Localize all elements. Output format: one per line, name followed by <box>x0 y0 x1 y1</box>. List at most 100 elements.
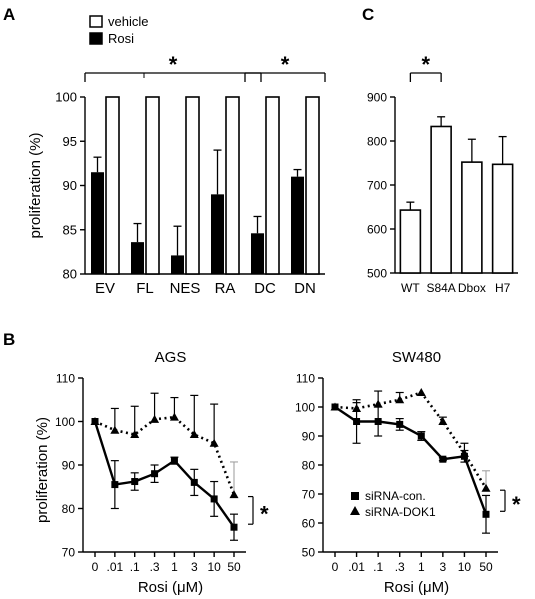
b-sw480-marker-dok1 <box>373 399 383 408</box>
b-ags-series-line <box>94 415 236 496</box>
c-y-tick-label: 900 <box>367 91 387 105</box>
a-bar-vehicle <box>105 96 120 275</box>
c-x-tick-label: H7 <box>495 281 511 295</box>
c-bar <box>430 125 452 274</box>
b-ags-marker-dok1 <box>189 430 199 439</box>
b-ags-marker-dok1 <box>229 490 239 499</box>
b-ags-marker-con <box>111 481 119 489</box>
b-sw480-y-tick-label: 70 <box>302 488 316 502</box>
c-bar <box>491 163 514 274</box>
b-sw480-x-tick-label: .1 <box>373 560 383 574</box>
b-ags-x-tick-label: 1 <box>171 560 178 574</box>
b-ags-x-tick-label: .01 <box>107 560 124 574</box>
a-sig-star: * <box>169 52 178 77</box>
a-bar-vehicle <box>265 96 280 275</box>
b-ags-marker-con <box>170 457 178 465</box>
static-layer: A C B <box>3 5 374 349</box>
b-sw480-legend-swatch-con <box>351 492 359 500</box>
b-sw480-y-tick-label: 100 <box>295 401 315 415</box>
b-ags-marker-con <box>151 470 159 478</box>
b-ags-x-tick-label: 0 <box>92 560 99 574</box>
b-ags-x-tick-label: .3 <box>150 560 160 574</box>
a-y-tick-label: 80 <box>63 267 77 282</box>
a-bar-rosi <box>211 194 224 274</box>
b-sw480-marker-con <box>396 420 404 428</box>
a-y-tick-label: 85 <box>63 222 77 237</box>
b-sw480-legend-label: siRNA-con. <box>365 489 426 503</box>
b-ags-x-tick-label: .1 <box>130 560 140 574</box>
c-x-tick-label: Dbox <box>458 281 486 295</box>
a-y-tick-label: 100 <box>55 90 77 105</box>
b-sw480-x-tick-label: 10 <box>458 560 472 574</box>
a-legend-swatch <box>89 32 103 45</box>
b-sw480-marker-con <box>439 455 447 463</box>
a-bar-vehicle <box>305 96 320 275</box>
a-x-tick-label: RA <box>215 280 236 297</box>
b-ags-y-tick-label: 70 <box>62 546 76 560</box>
c-sig-star: * <box>421 52 430 77</box>
b-ags-x-tick-label: 3 <box>191 560 198 574</box>
c-y-tick-label: 800 <box>367 135 387 149</box>
a-bar-rosi <box>131 242 144 274</box>
b-sw480-x-tick-label: 0 <box>332 560 339 574</box>
b-ags-marker-dok1 <box>110 425 120 434</box>
a-bar-rosi <box>171 255 184 274</box>
b-ags-marker-con <box>210 495 218 503</box>
c-x-tick-label: S84A <box>426 281 455 295</box>
b-sw480-x-tick-label: 50 <box>479 560 493 574</box>
c-bar <box>399 209 422 274</box>
a-bar-vehicle <box>145 96 160 275</box>
b-sw480-title: SW480 <box>392 349 441 366</box>
b-ags-marker-con <box>230 523 238 531</box>
b-sw480-x-axis-label: Rosi (μM) <box>384 579 449 596</box>
b-sw480-legend-label: siRNA-DOK1 <box>365 505 436 519</box>
a-y-axis-label: proliferation (%) <box>27 133 44 239</box>
b-sw480-y-tick-label: 110 <box>296 372 315 386</box>
b-ags-marker-con <box>131 478 139 486</box>
b-ags-y-axis-label: proliferation (%) <box>34 417 51 523</box>
c-y-tick-label: 500 <box>367 267 387 281</box>
b-sw480-x-tick-label: 1 <box>418 560 425 574</box>
a-y-tick-label: 95 <box>63 134 77 149</box>
panel-label-b: B <box>3 330 15 349</box>
b-ags-title: AGS <box>155 349 187 366</box>
chart-b-sw480: SW480 50 60 70 80 90 100 110 0 .01 .1 .3 1 3 10 50 Rosi … <box>295 349 521 596</box>
b-ags-y-tick-label: 100 <box>55 415 75 429</box>
b-sw480-x-tick-label: .3 <box>395 560 405 574</box>
b-ags-y-tick-label: 80 <box>62 502 76 516</box>
b-ags-sig-star: * <box>260 501 269 526</box>
b-sw480-marker-con <box>417 432 425 440</box>
b-sw480-marker-con <box>353 418 361 425</box>
a-x-tick-label: EV <box>95 280 115 297</box>
panel-label-c: C <box>362 5 374 24</box>
c-y-tick-label: 600 <box>367 223 387 237</box>
b-ags-marker-con <box>190 478 198 486</box>
b-sw480-legend-swatch-dok1 <box>350 506 360 515</box>
a-bar-vehicle <box>225 96 240 275</box>
a-y-tick-label: 90 <box>63 178 77 193</box>
a-legend-label: Rosi <box>108 31 134 46</box>
b-sw480-series-line <box>334 406 488 515</box>
b-sw480-y-tick-label: 80 <box>302 459 316 473</box>
a-legend-label: vehicle <box>108 14 148 29</box>
a-bar-rosi <box>91 172 104 274</box>
panel-label-a: A <box>3 5 15 24</box>
b-sw480-x-tick-label: .01 <box>348 560 365 574</box>
a-legend-swatch <box>89 15 103 28</box>
b-ags-series-line <box>93 421 235 528</box>
a-sig-star: * <box>281 52 290 77</box>
b-sw480-marker-dok1 <box>438 417 448 425</box>
a-bar-vehicle <box>185 96 200 275</box>
a-x-tick-label: NES <box>170 280 201 297</box>
b-sw480-y-tick-label: 60 <box>302 517 316 531</box>
b-ags-x-tick-label: 50 <box>227 560 241 574</box>
b-sw480-marker-con <box>482 510 490 518</box>
b-sw480-series-line <box>334 390 488 489</box>
b-sw480-marker-dok1 <box>395 395 405 404</box>
b-sw480-y-tick-label: 90 <box>302 430 316 444</box>
c-bar <box>461 161 483 274</box>
b-ags-marker-con <box>91 418 99 425</box>
c-x-tick-label: WT <box>401 281 420 295</box>
